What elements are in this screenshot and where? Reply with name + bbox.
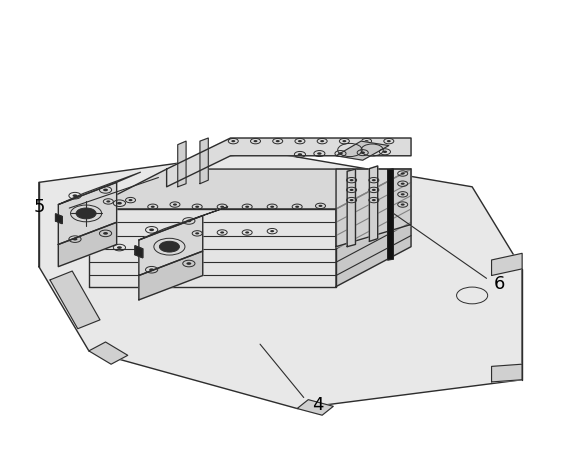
Polygon shape	[347, 169, 356, 247]
Ellipse shape	[220, 231, 224, 233]
Polygon shape	[297, 400, 333, 415]
Ellipse shape	[76, 208, 96, 219]
Ellipse shape	[383, 150, 387, 153]
Polygon shape	[135, 246, 142, 258]
Ellipse shape	[103, 189, 108, 191]
Polygon shape	[200, 138, 208, 184]
Polygon shape	[178, 141, 186, 187]
Ellipse shape	[342, 140, 346, 142]
Polygon shape	[369, 166, 378, 242]
Ellipse shape	[245, 206, 249, 208]
Ellipse shape	[295, 206, 299, 208]
Polygon shape	[336, 169, 411, 286]
Ellipse shape	[317, 152, 321, 155]
Ellipse shape	[72, 238, 77, 241]
Ellipse shape	[245, 231, 249, 233]
Ellipse shape	[270, 206, 274, 208]
Ellipse shape	[128, 199, 132, 201]
Ellipse shape	[298, 153, 302, 156]
Polygon shape	[89, 342, 128, 364]
Ellipse shape	[103, 232, 108, 235]
Ellipse shape	[270, 230, 274, 232]
Ellipse shape	[195, 232, 199, 234]
Polygon shape	[58, 222, 117, 267]
Ellipse shape	[173, 203, 177, 206]
Polygon shape	[139, 216, 203, 276]
Polygon shape	[139, 251, 203, 300]
Ellipse shape	[361, 151, 365, 154]
Text: 4: 4	[312, 396, 324, 414]
Polygon shape	[58, 172, 140, 205]
Ellipse shape	[372, 179, 376, 181]
Ellipse shape	[186, 220, 191, 222]
Ellipse shape	[298, 140, 302, 142]
Ellipse shape	[151, 206, 155, 208]
Polygon shape	[58, 182, 117, 244]
Ellipse shape	[338, 152, 343, 155]
Ellipse shape	[372, 199, 376, 201]
Ellipse shape	[117, 202, 122, 205]
Polygon shape	[50, 271, 100, 329]
Ellipse shape	[365, 140, 369, 142]
Ellipse shape	[149, 229, 154, 231]
Ellipse shape	[186, 262, 191, 265]
Ellipse shape	[254, 140, 257, 142]
Ellipse shape	[149, 269, 154, 271]
Text: 5: 5	[33, 198, 45, 216]
Ellipse shape	[401, 172, 404, 175]
Ellipse shape	[320, 140, 324, 142]
Ellipse shape	[159, 241, 180, 252]
Polygon shape	[336, 141, 389, 160]
Ellipse shape	[72, 194, 77, 197]
Ellipse shape	[195, 206, 199, 208]
Ellipse shape	[107, 200, 111, 202]
Polygon shape	[89, 209, 336, 286]
Polygon shape	[89, 169, 411, 209]
Ellipse shape	[319, 205, 323, 207]
Polygon shape	[388, 169, 393, 260]
Polygon shape	[491, 364, 522, 382]
Polygon shape	[56, 214, 62, 224]
Ellipse shape	[401, 193, 404, 195]
Ellipse shape	[350, 189, 353, 191]
Ellipse shape	[372, 189, 376, 191]
Ellipse shape	[387, 140, 391, 142]
Polygon shape	[39, 151, 522, 409]
Ellipse shape	[220, 206, 224, 208]
Ellipse shape	[275, 140, 280, 142]
Polygon shape	[167, 138, 411, 187]
Polygon shape	[491, 253, 522, 276]
Text: 6: 6	[494, 275, 505, 293]
Ellipse shape	[231, 140, 235, 142]
Ellipse shape	[401, 203, 404, 206]
Polygon shape	[336, 169, 411, 247]
Polygon shape	[139, 207, 228, 240]
Ellipse shape	[350, 179, 353, 181]
Ellipse shape	[117, 246, 122, 249]
Ellipse shape	[350, 199, 353, 201]
Ellipse shape	[401, 183, 404, 185]
